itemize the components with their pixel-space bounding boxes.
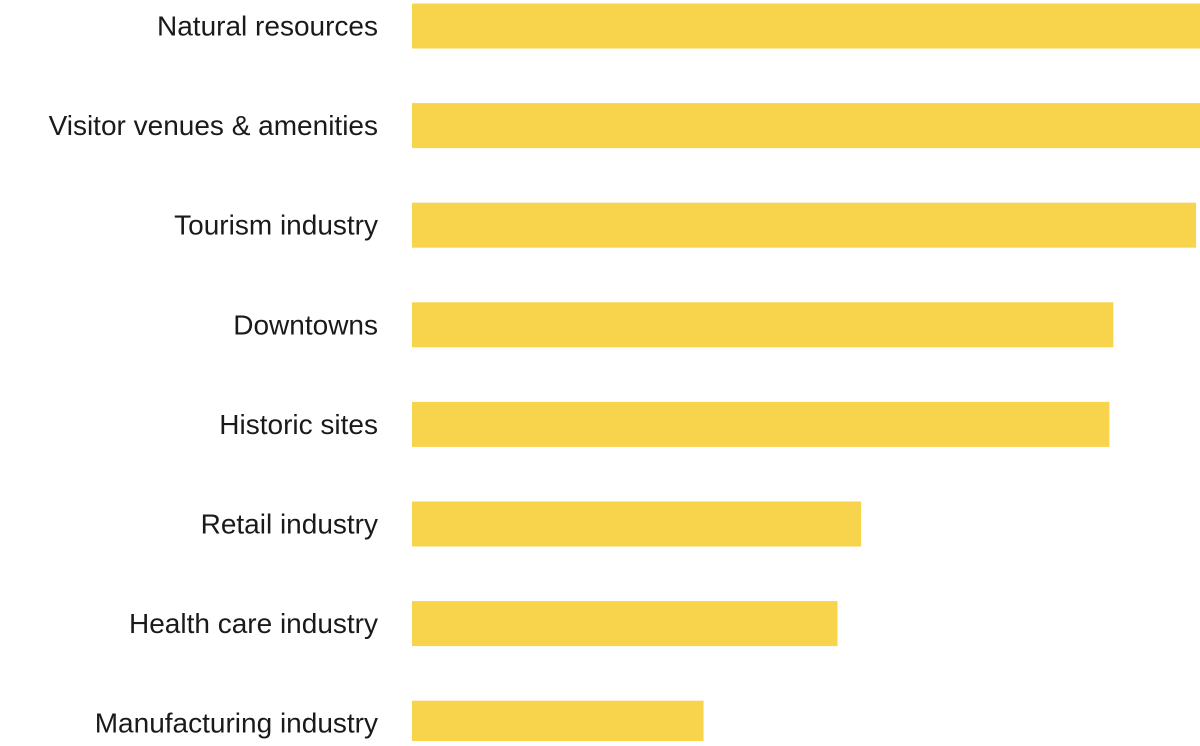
bar-7	[412, 700, 704, 746]
category-label-0: Natural resources	[157, 11, 378, 42]
bar-3	[412, 302, 1114, 348]
bars-layer	[412, 3, 1200, 746]
bar-1	[412, 103, 1200, 149]
category-label-4: Historic sites	[219, 409, 378, 440]
bar-6	[412, 601, 838, 647]
bar-4	[412, 401, 1110, 447]
category-label-6: Health care industry	[129, 608, 378, 639]
category-label-5: Retail industry	[201, 509, 378, 540]
category-labels-layer: Natural resources Visitor venues & amenit…	[49, 11, 378, 739]
category-label-7: Manufacturing industry	[95, 708, 378, 739]
category-label-2: Tourism industry	[174, 210, 378, 241]
category-label-3: Downtowns	[233, 309, 378, 340]
bar-2	[412, 202, 1197, 248]
bar-5	[412, 501, 862, 547]
category-label-1: Visitor venues & amenities	[49, 110, 378, 141]
bar-0	[412, 3, 1200, 49]
